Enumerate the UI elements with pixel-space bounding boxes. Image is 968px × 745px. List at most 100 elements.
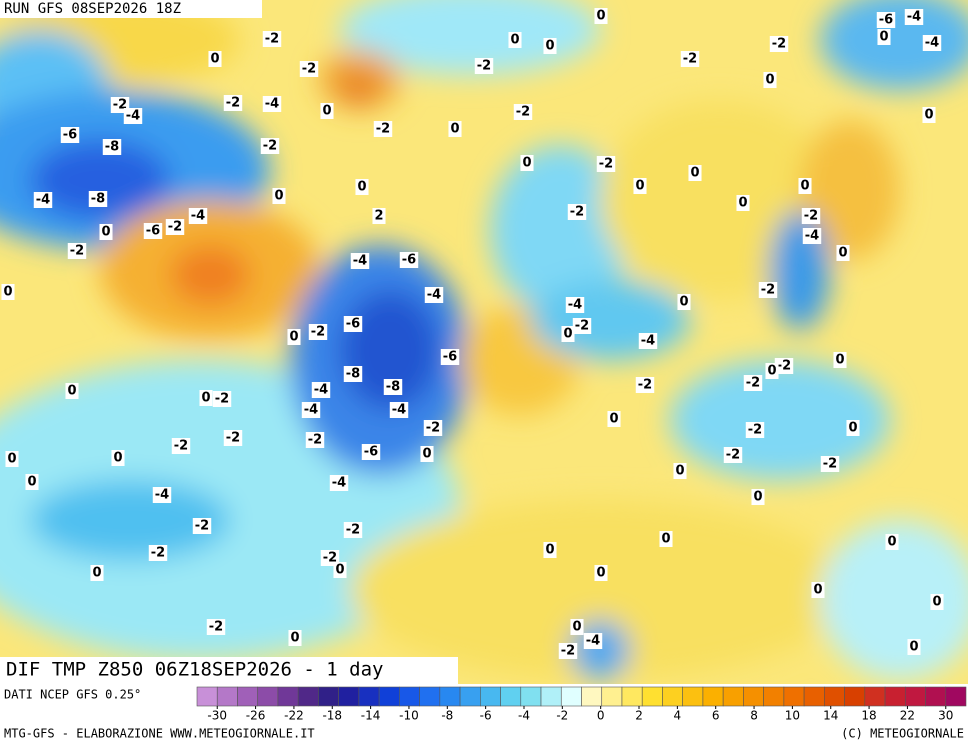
colorbar-tick-label: -26 (246, 709, 266, 723)
contour-label: -2 (761, 283, 775, 298)
contour-label: -2 (302, 62, 316, 77)
contour-label: -2 (772, 37, 786, 52)
contour-label: -6 (402, 253, 416, 268)
contour-label-bg (801, 208, 821, 224)
contour-label-bg (90, 565, 104, 581)
contour-label-bg (308, 324, 328, 340)
contour-label-bg (520, 155, 534, 171)
colorbar-tick-label: -10 (399, 709, 419, 723)
contour-label-bg (440, 349, 460, 365)
contour-label-bg (373, 121, 393, 137)
colorbar-tick-label: 6 (712, 709, 720, 723)
contour-label-bg (607, 411, 621, 427)
contour-label-bg (423, 420, 443, 436)
contour-label-bg (745, 422, 765, 438)
contour-label: -2 (113, 98, 127, 113)
colorbar-swatch (682, 686, 704, 707)
contour-label-bg (448, 121, 462, 137)
contour-label-bg (343, 366, 363, 382)
contour-label-bg (343, 522, 363, 538)
colorbar-swatch (459, 686, 481, 707)
contour-label-bg (350, 253, 370, 269)
contour-label-bg (635, 377, 655, 393)
contour-label: -4 (353, 254, 367, 269)
contour-label-bg (223, 430, 243, 446)
contour-label: -2 (263, 139, 277, 154)
colorbar-tick-label: 0 (597, 709, 605, 723)
contour-label: -6 (346, 317, 360, 332)
footer-right: (C) METEOGIORNALE (841, 727, 964, 741)
contour-label: -2 (209, 620, 223, 635)
colorbar-swatch (338, 686, 360, 707)
contour-label: 0 (7, 452, 16, 467)
contour-label: 0 (92, 566, 101, 581)
contour-label: -6 (443, 350, 457, 365)
contour-label: -2 (823, 457, 837, 472)
contour-label: 0 (596, 9, 605, 24)
contour-label: 0 (835, 353, 844, 368)
contour-label-bg (223, 95, 243, 111)
contour-label-bg (420, 446, 434, 462)
colorbar-swatch (540, 686, 562, 707)
colorbar-swatch (560, 686, 582, 707)
contour-label: 0 (767, 364, 776, 379)
contour-label-bg (904, 9, 924, 25)
colorbar-swatch (480, 686, 501, 707)
contour-label-bg (758, 282, 778, 298)
contour-label-bg (811, 582, 825, 598)
colorbar-swatch (864, 686, 886, 707)
contour-label-bg (474, 58, 494, 74)
map-field: 0 -6 -4 0 -4 -2 -2 0 0 0 -2 -2 0 -2 0 -2 -2 -2 -4 0 -2 -4 -6 -8… (0, 0, 968, 684)
contour-label-bg (774, 358, 794, 374)
contour-label-bg (680, 51, 700, 67)
contour-label-bg (907, 639, 921, 655)
contour-label-bg (677, 294, 691, 310)
contour-label-bg (383, 379, 403, 395)
contour-label: -2 (683, 52, 697, 67)
contour-label: -4 (155, 488, 169, 503)
contour-label-bg (567, 204, 587, 220)
contour-label: -6 (364, 445, 378, 460)
contour-label: 0 (563, 327, 572, 342)
contour-label-bg (751, 489, 765, 505)
contour-label-bg (659, 531, 673, 547)
contour-label-bg (165, 219, 185, 235)
contour-label-bg (930, 594, 944, 610)
contour-label: -4 (641, 334, 655, 349)
colorbar-swatch (884, 686, 906, 707)
colorbar-swatch (439, 686, 461, 707)
contour-label: 0 (753, 490, 762, 505)
colorbar-tick-label: 18 (861, 709, 876, 723)
contour-label: 0 (924, 108, 933, 123)
contour-label: -2 (215, 392, 229, 407)
contour-label-bg (389, 402, 409, 418)
contour-label: 0 (887, 535, 896, 550)
colorbar-swatch (601, 686, 623, 707)
contour-label-bg (262, 31, 282, 47)
colorbar-swatch (318, 686, 339, 707)
contour-label-bg (287, 329, 301, 345)
contour-label-bg (594, 565, 608, 581)
contour-label-bg (206, 619, 226, 635)
contour-label: -6 (879, 13, 893, 28)
contour-label-bg (743, 375, 763, 391)
field-blobs (0, 0, 968, 680)
colorbar-tick-label: 22 (900, 709, 915, 723)
contour-label-bg (355, 179, 369, 195)
contour-label: -2 (748, 423, 762, 438)
contour-label: -2 (561, 644, 575, 659)
contour-label: -8 (91, 192, 105, 207)
colorbar-swatch (904, 686, 926, 707)
contour-label: 0 (800, 179, 809, 194)
contour-label: -4 (304, 403, 318, 418)
contour-label: 0 (101, 225, 110, 240)
contour-label-bg (558, 643, 578, 659)
contour-label: -2 (570, 205, 584, 220)
colorbar-swatch (662, 686, 683, 707)
contour-label-bg (111, 450, 125, 466)
colorbar-swatch (500, 686, 522, 707)
contour-label: -4 (805, 229, 819, 244)
contour-label: -2 (804, 209, 818, 224)
contour-label: -2 (174, 439, 188, 454)
